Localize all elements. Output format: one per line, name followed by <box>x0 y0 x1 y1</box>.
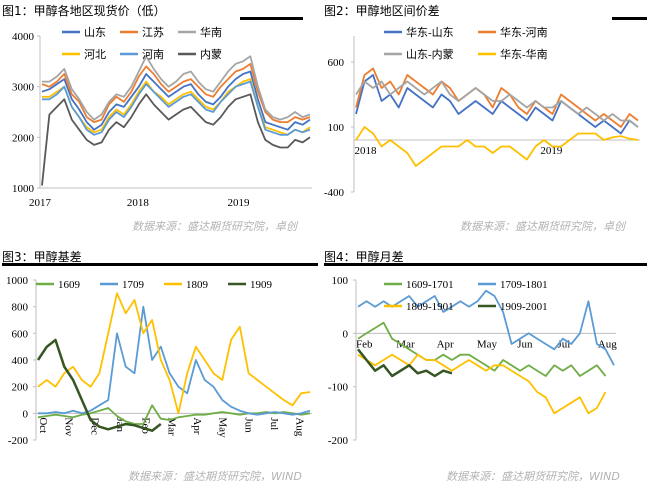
x-tick-label: Apr <box>191 417 203 434</box>
y-tick-label: 0 <box>343 328 349 340</box>
legend-label-3: 华南 <box>200 25 222 39</box>
y-tick-label: 100 <box>332 275 349 287</box>
y-tick-label: -100 <box>328 382 349 394</box>
series-line-4 <box>36 338 162 432</box>
y-tick-label: -200 <box>328 435 349 447</box>
legend-label-4: 河北 <box>84 48 106 61</box>
series-line-4 <box>355 126 639 167</box>
legend-label-1: 山东 <box>84 26 106 39</box>
legend-label-5: 河南 <box>142 48 164 61</box>
x-tick-label: May <box>217 417 229 438</box>
y-tick-label: 400 <box>12 355 29 367</box>
legend-label-4: 1909 <box>250 279 273 291</box>
x-tick-label: Mar <box>396 338 415 350</box>
series-line-2 <box>357 289 615 366</box>
series-line-2 <box>41 63 311 123</box>
chart-1-source: 数据来源：盛达期货研究院，卓创 <box>132 220 297 233</box>
x-tick-label: 2019 <box>540 145 563 157</box>
chart-4-source: 数据来源：盛达期货研究院，WIND <box>446 470 620 483</box>
series-line-4 <box>357 348 453 378</box>
chart-3-caption-bar <box>2 263 318 266</box>
x-tick-label: Nov <box>63 417 75 436</box>
chart-4-caption: 图4：甲醇月差 <box>324 250 404 264</box>
legend-label-2: 华东-河南 <box>500 25 548 39</box>
y-tick-label: 4000 <box>12 31 35 43</box>
x-tick-label: Aug <box>294 417 306 436</box>
x-tick-label: Feb <box>356 338 373 350</box>
series-line-3 <box>42 55 311 121</box>
chart-2-caption-bar <box>612 17 647 20</box>
x-tick-label: Apr <box>437 338 454 350</box>
x-tick-label: Jun <box>242 417 254 433</box>
x-tick-label: May <box>477 338 498 350</box>
series-line-5 <box>42 80 311 136</box>
legend-label-1: 1609 <box>58 279 81 291</box>
x-tick-label: Mar <box>165 417 177 436</box>
chart-2-source: 数据来源：盛达期货研究院，卓创 <box>460 220 625 233</box>
x-tick-label: 2018 <box>354 145 377 157</box>
series-line-2 <box>355 67 639 128</box>
y-tick-label: 600 <box>328 57 345 69</box>
legend-label-2: 江苏 <box>142 26 164 39</box>
y-tick-label: 200 <box>12 382 29 394</box>
chart-2-caption: 图2：甲醇地区间价差 <box>324 4 440 18</box>
series-line-1 <box>41 70 311 131</box>
legend-label-2: 1709-1801 <box>500 279 548 291</box>
y-tick-label: 600 <box>12 328 29 340</box>
legend-label-3: 1809-1901 <box>406 301 454 313</box>
series-line-3 <box>355 80 639 128</box>
x-tick-label: 2019 <box>228 197 251 209</box>
chart-4-caption-bar <box>324 263 647 266</box>
y-tick-label: 0 <box>23 408 29 420</box>
legend-label-4: 1909-2001 <box>500 301 548 313</box>
x-tick-label: 2018 <box>127 197 150 209</box>
legend-label-4: 华东-华南 <box>500 47 548 61</box>
legend-label-3: 山东-内蒙 <box>406 47 454 61</box>
legend-label-3: 1809 <box>186 279 209 291</box>
series-line-1 <box>355 74 639 135</box>
y-tick-label: 100 <box>328 122 345 134</box>
x-tick-label: 2017 <box>29 197 52 209</box>
series-line-3 <box>357 353 607 415</box>
chart-3-caption: 图3：甲醇基差 <box>2 250 82 264</box>
series-line-1 <box>37 404 311 425</box>
x-tick-label: Aug <box>598 338 617 350</box>
legend-label-1: 华东-山东 <box>406 25 454 39</box>
y-tick-label: 800 <box>12 302 29 314</box>
y-tick-label: 1000 <box>12 183 35 195</box>
series-line-2 <box>38 305 311 416</box>
y-tick-label: 1000 <box>6 275 29 287</box>
y-tick-label: -200 <box>8 435 29 447</box>
y-tick-label: 2000 <box>12 132 35 144</box>
y-tick-label: 3000 <box>12 82 35 94</box>
x-tick-label: Oct <box>37 417 49 433</box>
x-tick-label: Jun <box>517 338 533 350</box>
x-tick-label: Jul <box>268 417 280 430</box>
y-tick-label: -400 <box>324 187 345 199</box>
series-line-3 <box>37 292 311 415</box>
legend-label-1: 1609-1701 <box>406 279 454 291</box>
chart-1-caption: 图1：甲醇各地区现货价（低） <box>2 4 166 18</box>
series-line-6 <box>41 93 311 186</box>
chart-1-caption-bar <box>240 17 303 20</box>
legend-label-6: 内蒙 <box>200 47 222 61</box>
series-line-1 <box>357 321 607 377</box>
chart-3-source: 数据来源：盛达期货研究院，WIND <box>128 470 302 483</box>
legend-label-2: 1709 <box>122 279 145 291</box>
